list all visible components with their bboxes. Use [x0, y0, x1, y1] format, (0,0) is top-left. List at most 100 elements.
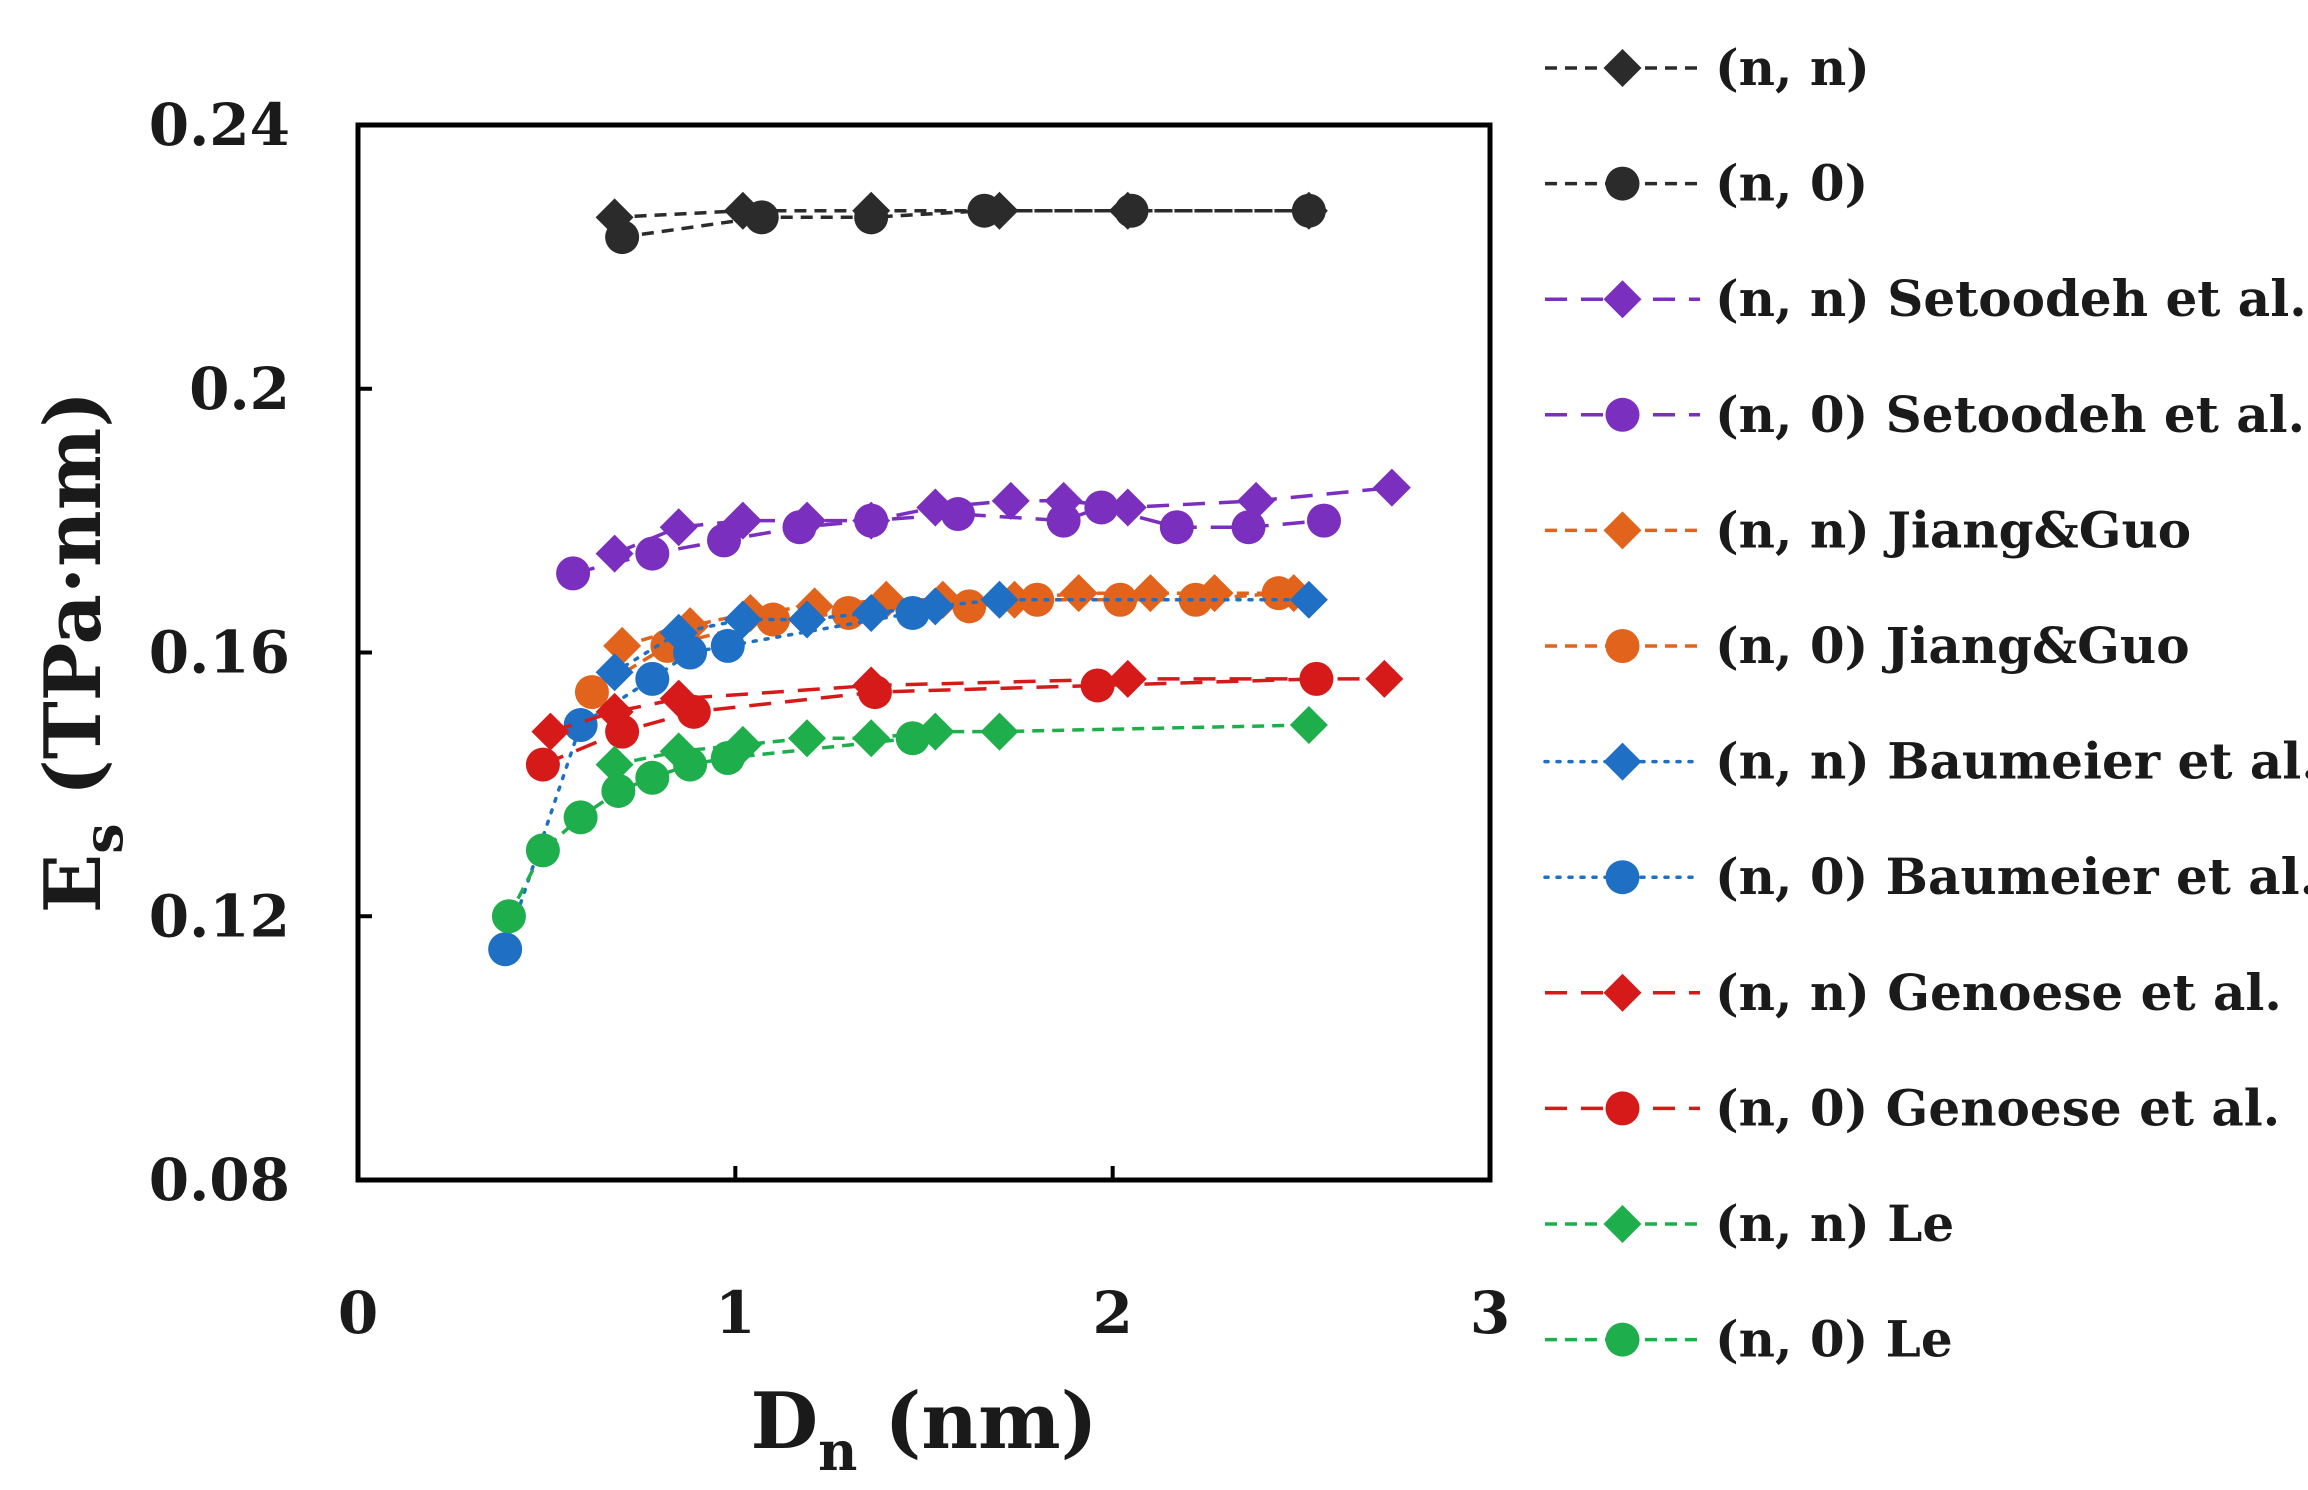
data-point-n-0-le — [491, 899, 526, 934]
y-axis-label-subscript: s — [71, 823, 135, 853]
series-n-n-le — [595, 706, 1328, 784]
legend-entry-n-n-setoodeh-et-al: (n, n) Setoodeh et al. — [1545, 269, 2307, 328]
data-point-n-n-le — [852, 719, 891, 758]
data-point-n-0 — [967, 193, 1002, 228]
data-point-n-0-baumeier-et-al — [635, 661, 670, 696]
data-point-n-0-baumeier-et-al — [673, 635, 708, 670]
series-line-n-0 — [621, 208, 1309, 239]
y-tick-label: 0.2 — [189, 355, 290, 423]
legend-marker-n-n-baumeier-et-al — [1603, 742, 1642, 781]
legend-label-n-n-jiang-and-guo: (n, n) Jiang&Guo — [1715, 500, 2191, 559]
legend-marker-n-0 — [1605, 166, 1640, 201]
data-point-n-0-setoodeh-et-al — [1231, 510, 1266, 545]
data-point-n-0-setoodeh-et-al — [1306, 503, 1341, 538]
legend-label-n-0-genoese-et-al: (n, 0) Genoese et al. — [1715, 1078, 2280, 1137]
data-point-n-n-setoodeh-et-al — [1372, 468, 1411, 507]
x-axis-label: Dn (nm) — [750, 1376, 1097, 1483]
data-point-n-n-jiang-and-guo — [1131, 574, 1170, 613]
data-point-n-n-baumeier-et-al — [788, 600, 827, 639]
legend-label-n-n: (n, n) — [1715, 38, 1870, 97]
legend-marker-n-0-genoese-et-al — [1605, 1091, 1640, 1126]
legend-marker-n-n-jiang-and-guo — [1603, 511, 1642, 550]
data-point-n-0 — [1291, 193, 1326, 228]
legend-marker-n-n-setoodeh-et-al — [1603, 280, 1642, 319]
data-point-n-0-le — [601, 773, 636, 808]
y-tick-label: 0.08 — [149, 1146, 290, 1214]
series-n-0 — [605, 193, 1326, 255]
legend-label-n-0-le: (n, 0) Le — [1715, 1310, 1953, 1369]
data-point-n-0-baumeier-et-al — [710, 628, 745, 663]
data-point-n-0-jiang-and-guo — [1261, 576, 1296, 611]
data-point-n-n-baumeier-et-al — [980, 580, 1019, 619]
data-point-n-0-setoodeh-et-al — [782, 510, 817, 545]
y-tick-label: 0.16 — [149, 619, 290, 687]
data-point-n-0 — [744, 200, 779, 235]
data-point-n-0 — [605, 220, 640, 255]
legend-entry-n-n-le: (n, n) Le — [1545, 1194, 1954, 1253]
legend-entry-n-0-genoese-et-al: (n, 0) Genoese et al. — [1545, 1078, 2280, 1137]
data-point-n-0-setoodeh-et-al — [940, 497, 975, 532]
data-point-n-0 — [1114, 193, 1149, 228]
data-point-n-0-baumeier-et-al — [895, 595, 930, 630]
y-axis-label: Es (TPa·nm) — [28, 391, 135, 913]
data-point-n-0-setoodeh-et-al — [635, 536, 670, 571]
data-point-n-n-baumeier-et-al — [1289, 580, 1328, 619]
data-point-n-n-baumeier-et-al — [723, 600, 762, 639]
data-point-n-0-le — [710, 741, 745, 775]
legend-entry-n-0-le: (n, 0) Le — [1545, 1310, 1953, 1369]
legend-entry-n-n: (n, n) — [1545, 38, 1870, 97]
data-point-n-n-setoodeh-et-al — [991, 481, 1030, 520]
legend-entry-n-n-jiang-and-guo: (n, n) Jiang&Guo — [1545, 500, 2191, 559]
data-point-n-0 — [854, 200, 889, 235]
series-line-n-n — [614, 208, 1309, 220]
legend-marker-n-0-le — [1605, 1322, 1640, 1357]
series-line-n-0-jiang-and-guo — [590, 591, 1279, 694]
legend-entry-n-n-genoese-et-al: (n, n) Genoese et al. — [1545, 963, 2282, 1022]
data-point-n-0-le — [895, 721, 930, 756]
data-point-n-0-genoese-et-al — [857, 675, 892, 710]
data-point-n-n-baumeier-et-al — [595, 653, 634, 692]
data-point-n-n-genoese-et-al — [1365, 659, 1404, 698]
legend-entry-n-0-setoodeh-et-al: (n, 0) Setoodeh et al. — [1545, 385, 2305, 444]
legend-label-n-n-le: (n, n) Le — [1715, 1194, 1954, 1253]
data-point-n-0-jiang-and-guo — [574, 675, 609, 710]
legend-label-n-0-setoodeh-et-al: (n, 0) Setoodeh et al. — [1715, 385, 2305, 444]
data-point-n-0-jiang-and-guo — [952, 589, 987, 624]
data-point-n-n-genoese-et-al — [1108, 659, 1147, 698]
data-point-n-n-setoodeh-et-al — [1108, 488, 1147, 527]
x-tick-label: 3 — [1470, 1279, 1510, 1347]
data-point-n-0-le — [673, 747, 708, 782]
data-point-n-0-setoodeh-et-al — [556, 556, 591, 591]
legend-label-n-0-jiang-and-guo: (n, 0) Jiang&Guo — [1715, 616, 2190, 675]
legend-entry-n-n-baumeier-et-al: (n, n) Baumeier et al. — [1543, 732, 2308, 791]
data-point-n-0-setoodeh-et-al — [854, 503, 889, 538]
data-point-n-n-le — [980, 712, 1019, 751]
data-point-n-n-setoodeh-et-al — [595, 534, 634, 573]
x-axis-ticks: 0 1 2 3 — [338, 1166, 1510, 1347]
data-point-n-n-le — [1289, 706, 1328, 745]
x-tick-label: 1 — [715, 1279, 755, 1347]
data-point-n-0-baumeier-et-al — [563, 708, 598, 743]
data-point-n-n-genoese-et-al — [531, 712, 570, 751]
legend-entry-n-0: (n, 0) — [1545, 154, 1868, 213]
x-axis-label-subscript: n — [818, 1419, 857, 1483]
series-line-n-n-le — [614, 723, 1309, 767]
legend-entry-n-0-baumeier-et-al: (n, 0) Baumeier et al. — [1543, 847, 2308, 906]
legend-label-n-n-genoese-et-al: (n, n) Genoese et al. — [1715, 963, 2282, 1022]
series-n-n-baumeier-et-al — [595, 580, 1328, 692]
data-point-n-0-genoese-et-al — [525, 747, 560, 782]
series-n-0-setoodeh-et-al — [556, 490, 1341, 591]
legend-marker-n-0-setoodeh-et-al — [1605, 397, 1640, 432]
data-point-n-0-baumeier-et-al — [488, 932, 523, 967]
data-point-n-0-setoodeh-et-al — [1159, 510, 1194, 545]
y-tick-label: 0.24 — [149, 91, 290, 159]
data-point-n-0-jiang-and-guo — [1178, 582, 1213, 617]
data-point-n-0-genoese-et-al — [1080, 668, 1115, 703]
series-n-0-le — [491, 721, 930, 934]
legend-label-n-n-setoodeh-et-al: (n, n) Setoodeh et al. — [1715, 269, 2307, 328]
data-point-n-0-le — [525, 833, 560, 868]
legend-marker-n-0-baumeier-et-al — [1605, 860, 1640, 895]
data-point-n-0-genoese-et-al — [1299, 661, 1334, 696]
legend-label-n-n-baumeier-et-al: (n, n) Baumeier et al. — [1715, 732, 2308, 791]
